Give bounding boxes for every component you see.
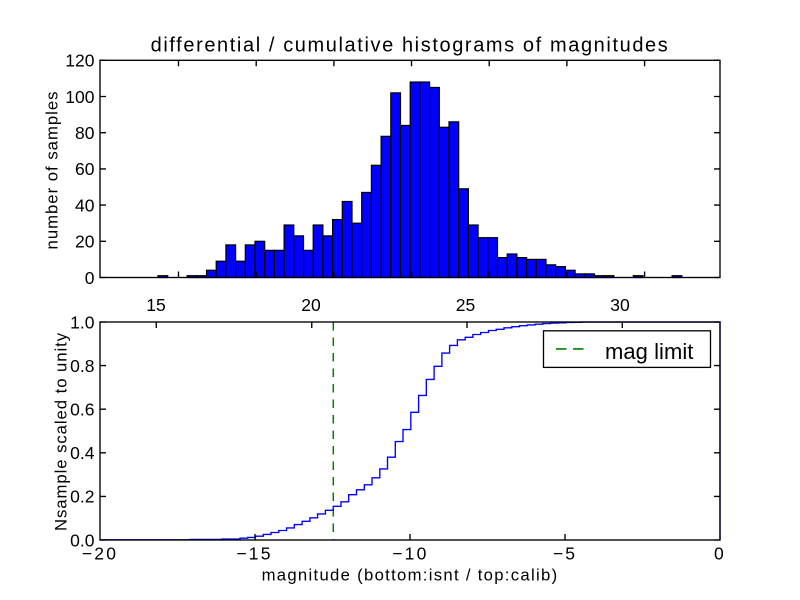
svg-text:0: 0 <box>714 544 726 564</box>
svg-text:0.4: 0.4 <box>70 443 95 463</box>
svg-text:−5: −5 <box>553 544 577 564</box>
svg-text:mag limit: mag limit <box>605 339 693 364</box>
svg-text:number of samples: number of samples <box>43 91 62 250</box>
svg-text:100: 100 <box>65 87 94 107</box>
svg-text:15: 15 <box>146 295 165 315</box>
svg-text:20: 20 <box>75 232 95 252</box>
svg-text:20: 20 <box>301 295 321 315</box>
svg-text:120: 120 <box>65 51 94 71</box>
svg-text:−20: −20 <box>82 544 118 564</box>
svg-text:magnitude (bottom:isnt / top:c: magnitude (bottom:isnt / top:calib) <box>262 566 559 585</box>
svg-text:0.8: 0.8 <box>70 356 94 376</box>
svg-text:0.6: 0.6 <box>70 400 94 420</box>
svg-text:0.2: 0.2 <box>70 487 94 507</box>
svg-text:−15: −15 <box>236 544 272 564</box>
svg-text:80: 80 <box>75 123 95 143</box>
svg-text:−10: −10 <box>392 544 428 564</box>
svg-text:60: 60 <box>75 159 95 179</box>
svg-text:25: 25 <box>456 295 475 315</box>
svg-text:30: 30 <box>610 295 630 315</box>
svg-text:0.0: 0.0 <box>70 530 95 550</box>
svg-text:1.0: 1.0 <box>70 312 95 332</box>
svg-text:differential / cumulative hist: differential / cumulative histograms of … <box>151 35 670 57</box>
svg-text:40: 40 <box>75 195 95 215</box>
svg-text:0: 0 <box>85 268 95 288</box>
svg-text:Nsample scaled to unity: Nsample scaled to unity <box>52 332 71 531</box>
